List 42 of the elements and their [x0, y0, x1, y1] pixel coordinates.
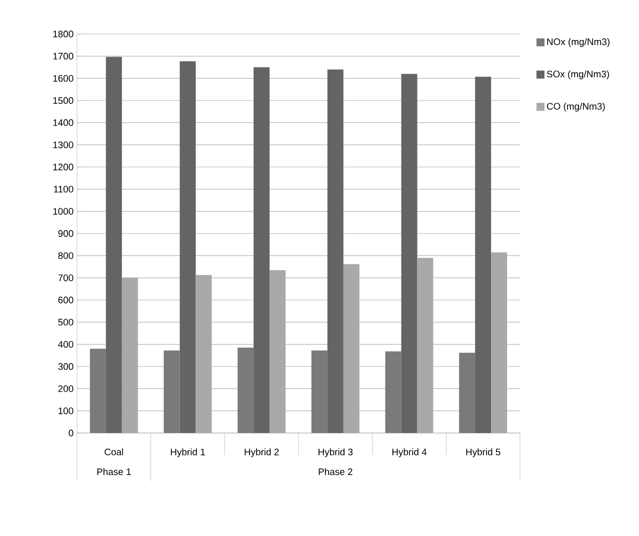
bar	[238, 348, 254, 433]
y-tick-label: 200	[58, 385, 74, 392]
bar	[164, 350, 180, 433]
bar	[311, 350, 328, 433]
bar	[327, 69, 344, 433]
bar	[90, 348, 106, 433]
x-tick-label: Hybrid 2	[244, 448, 279, 458]
bar	[475, 76, 492, 433]
y-tick-label: 300	[58, 363, 74, 370]
x-tick-label: Hybrid 4	[392, 448, 427, 458]
y-tick-label: 100	[58, 407, 74, 414]
y-tick-label: 900	[58, 230, 74, 237]
y-tick-label: 500	[58, 318, 74, 326]
x-tick-label: Coal	[104, 448, 124, 456]
y-tick-label: 1400	[53, 119, 74, 126]
legend-label: SOx (mg/Nm3)	[546, 70, 609, 80]
y-tick-label: 1500	[53, 97, 74, 104]
bar	[180, 61, 196, 433]
y-tick-label: 1100	[54, 186, 74, 193]
y-tick-label: 800	[58, 252, 74, 260]
y-tick-label: 1000	[53, 208, 74, 215]
text: Phase 2	[318, 468, 352, 476]
x-tick-label: Hybrid 3	[318, 448, 353, 458]
legend-label: NOx (mg/Nm3)	[547, 38, 610, 48]
bar	[385, 351, 402, 433]
y-tick-label: 400	[58, 340, 74, 348]
y-tick-label: 1200	[53, 164, 74, 170]
y-tick-label: 0	[68, 430, 74, 436]
x-tick-label: Hybrid 1	[170, 448, 205, 458]
y-tick-label: 1600	[53, 74, 74, 82]
bar	[254, 67, 270, 433]
bar	[401, 74, 418, 433]
x-tick-label: Hybrid 5	[466, 448, 500, 458]
y-tick-label: 1800	[53, 30, 74, 38]
text: Phase 1	[97, 468, 131, 476]
y-tick-label: 700	[58, 274, 74, 282]
bar	[459, 352, 476, 433]
y-tick-label: 1700	[53, 52, 74, 60]
bar	[106, 56, 122, 433]
y-tick-label: 600	[58, 296, 74, 304]
y-tick-label: 1300	[53, 141, 74, 148]
legend-label: CO (mg/Nm3)	[546, 102, 605, 112]
